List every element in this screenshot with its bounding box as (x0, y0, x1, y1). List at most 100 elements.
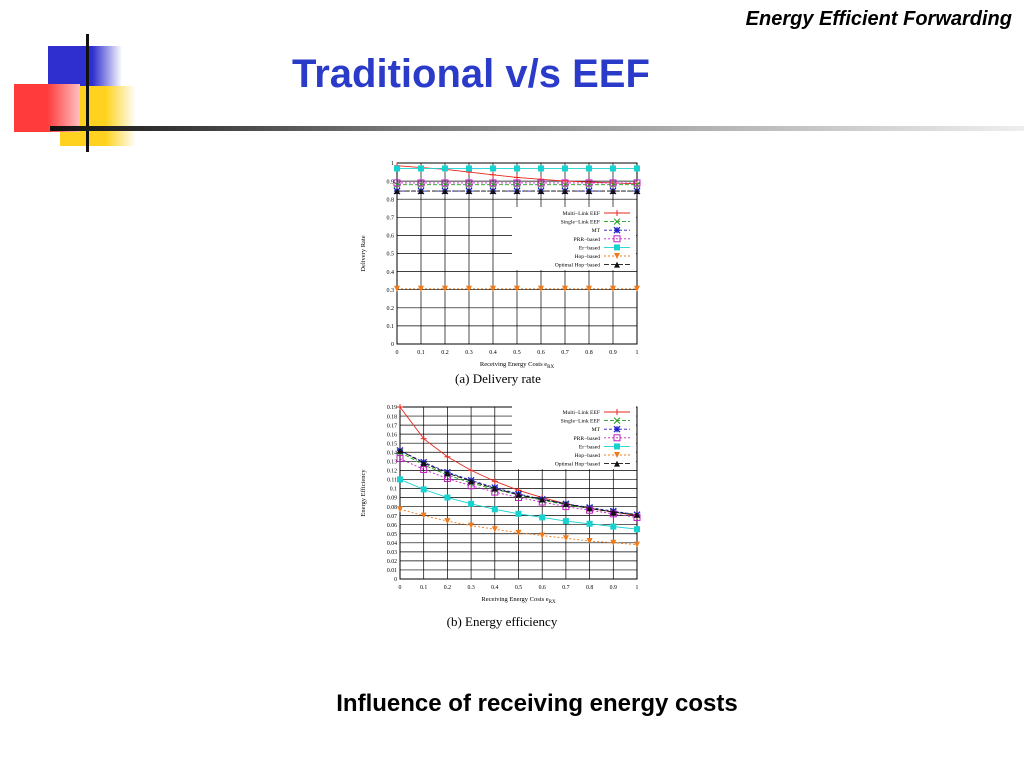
data-point (397, 447, 403, 454)
data-point (420, 512, 427, 519)
data-point (562, 188, 568, 195)
data-point (610, 165, 616, 172)
x-tick-label: 0.6 (539, 585, 546, 591)
x-tick-label: 0.1 (417, 350, 425, 356)
y-tick-label: 0.11 (387, 478, 397, 484)
plot-frame (396, 162, 638, 345)
data-point (634, 526, 640, 533)
series-4 (397, 476, 640, 533)
y-tick-label: 0.02 (387, 559, 397, 565)
data-point (442, 165, 448, 172)
legend-label: Single−Link EEF (561, 419, 600, 425)
data-point (397, 506, 403, 513)
y-tick-label: 0 (394, 577, 397, 583)
data-point (394, 188, 400, 195)
data-point (634, 165, 640, 172)
y-tick-label: 0.12 (387, 469, 397, 475)
data-point (491, 526, 498, 533)
legend-label: Single−Link EEF (561, 220, 600, 226)
y-tick-label: 0.9 (387, 179, 395, 185)
x-tick-label: 0 (399, 585, 402, 591)
x-tick-label: 0.3 (467, 585, 474, 591)
deco-vertical-rule (86, 34, 89, 152)
slide-caption: Influence of receiving energy costs (336, 690, 738, 717)
data-point (633, 179, 641, 187)
series-4 (394, 165, 640, 172)
data-point (420, 486, 427, 493)
legend-marker (614, 244, 620, 251)
data-point (539, 496, 546, 503)
data-point (420, 435, 427, 442)
data-point (393, 179, 401, 187)
data-point (562, 165, 568, 172)
y-tick-label: 0 (391, 342, 394, 348)
data-point (466, 165, 472, 172)
data-point (539, 514, 546, 521)
data-point (538, 165, 544, 172)
data-point (468, 500, 475, 507)
legend-marker (613, 434, 621, 442)
y-tick-label: 0.14 (387, 450, 397, 456)
legend: Multi−Link EEF Single−Link EEF MT PRR−based… (512, 406, 636, 470)
x-tick-label: 1 (636, 585, 639, 591)
data-point (562, 285, 568, 292)
legend-label: PRR−based (574, 436, 601, 442)
x-tick-label: 0.8 (586, 585, 593, 591)
data-point (490, 165, 496, 172)
y-tick-label: 0.8 (387, 197, 395, 203)
legend-box (512, 406, 636, 470)
data-point (634, 541, 640, 548)
y-tick-label: 0.18 (387, 414, 397, 420)
legend-marker (614, 409, 620, 415)
y-tick-label: 0.06 (387, 523, 397, 529)
legend-label: Multi−Link EEF (563, 211, 601, 217)
data-point (538, 176, 544, 183)
data-point (468, 478, 475, 485)
data-point (490, 285, 496, 292)
data-point (465, 179, 473, 187)
data-point (442, 285, 448, 292)
legend-box (512, 207, 636, 271)
data-point (444, 470, 451, 477)
data-point (490, 188, 496, 195)
y-tick-label: 0.05 (387, 532, 397, 538)
series-3 (393, 179, 641, 187)
data-point (586, 165, 592, 172)
data-point (491, 506, 498, 513)
data-point (490, 171, 496, 178)
x-axis-label-sub: RX (549, 600, 556, 605)
data-point (489, 179, 497, 187)
data-point (586, 505, 593, 512)
y-tick-label: 0.17 (387, 423, 397, 429)
data-point (468, 467, 475, 474)
data-point (515, 529, 522, 536)
y-tick-label: 0.4 (387, 270, 395, 276)
data-point (394, 285, 400, 292)
legend-label: MT (592, 228, 601, 234)
data-point (586, 285, 592, 292)
y-tick-label: 0.3 (387, 288, 395, 294)
legend-label: Er−based (579, 245, 600, 251)
y-tick-label: 0.09 (387, 496, 397, 502)
x-tick-label: 1 (636, 350, 639, 356)
legend-marker (613, 417, 621, 424)
x-tick-label: 0 (396, 350, 399, 356)
data-point (586, 537, 593, 544)
chart-b-subcaption: (b) Energy efficiency (447, 614, 558, 629)
legend-label: MT (592, 427, 601, 433)
data-point (417, 179, 425, 187)
x-tick-label: 0.9 (610, 585, 617, 591)
legend-marker (613, 235, 621, 243)
x-tick-label: 0.2 (441, 350, 449, 356)
x-tick-label: 0.5 (515, 585, 522, 591)
x-tick-label: 0.4 (491, 585, 498, 591)
data-point (396, 455, 404, 463)
data-point (444, 453, 451, 460)
x-tick-label: 0.3 (465, 350, 473, 356)
y-tick-label: 0.19 (387, 405, 397, 411)
y-tick-label: 0.1 (387, 324, 395, 330)
data-point (610, 523, 617, 530)
y-tick-label: 0.13 (387, 460, 397, 466)
y-tick-label: 0.15 (387, 441, 397, 447)
x-tick-label: 0.4 (489, 350, 497, 356)
